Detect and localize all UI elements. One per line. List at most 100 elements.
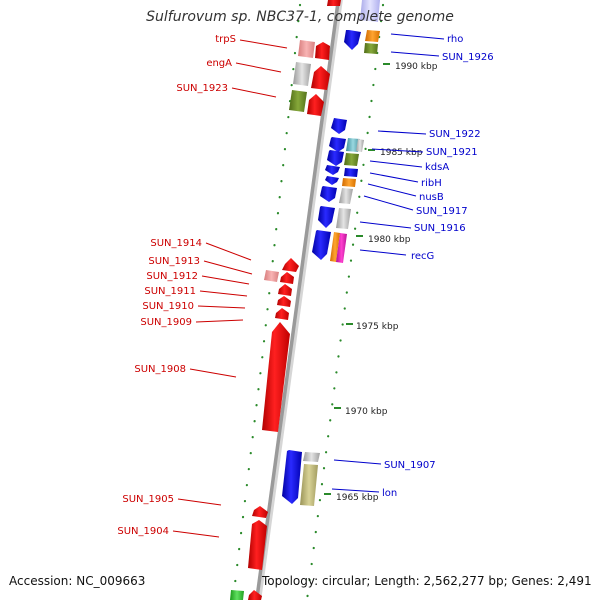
label-nusB[interactable]: nusB <box>419 192 444 203</box>
pointer-SUN-1926 <box>390 51 440 57</box>
label-SUN-1913[interactable]: SUN_1913 <box>148 256 200 267</box>
label-SUN-1909[interactable]: SUN_1909 <box>140 317 192 328</box>
gene-top-left-fragment <box>327 0 341 6</box>
label-engA[interactable]: engA <box>206 58 232 69</box>
pointer-SUN-1923 <box>231 87 277 98</box>
tick-label-1985: 1985 kbp <box>380 148 423 158</box>
pointer-SUN-1909 <box>195 319 244 323</box>
tick-label-1975: 1975 kbp <box>356 322 399 332</box>
label-SUN-1911[interactable]: SUN_1911 <box>144 286 196 297</box>
pointer-kdsA <box>369 160 423 168</box>
tick-label-1970: 1970 kbp <box>345 407 388 417</box>
gene-recG-orange <box>330 232 340 262</box>
label-SUN-1908[interactable]: SUN_1908 <box>134 364 186 375</box>
pointer-SUN-1910 <box>197 305 246 309</box>
label-SUN-1916[interactable]: SUN_1916 <box>414 223 466 234</box>
gene-rho-orange <box>365 30 380 42</box>
gene-kdsA <box>327 150 344 166</box>
gene-SUN-1909 <box>275 308 289 320</box>
gene-nusB <box>325 176 339 185</box>
label-lon[interactable]: lon <box>382 488 397 499</box>
pointer-SUN-1907 <box>333 459 382 465</box>
tick-label-1990: 1990 kbp <box>395 62 438 72</box>
label-kdsA[interactable]: kdsA <box>425 162 449 173</box>
gene-SUN-1926 <box>364 43 378 54</box>
label-SUN-1921[interactable]: SUN_1921 <box>426 147 478 158</box>
gene-SUN-1916-gray <box>336 208 351 229</box>
gene-SUN-1917 <box>320 186 337 202</box>
gene-SUN-1923 <box>289 90 307 112</box>
label-ribH[interactable]: ribH <box>421 178 442 189</box>
kbp-ticks: 1990 kbp 1985 kbp 1980 kbp 1975 kbp 1970… <box>324 62 438 503</box>
dotted-guide-curves <box>231 3 385 600</box>
gene-engA-arrow <box>311 66 330 90</box>
gene-SUN-1907-gray <box>303 452 320 462</box>
forward-strand-genes <box>230 0 341 600</box>
gene-SUN-1905 <box>252 506 268 518</box>
gene-kdsA-olive <box>344 153 359 166</box>
right-gene-labels: rho SUN_1926 SUN_1922 SUN_1921 kdsA ribH… <box>331 33 494 499</box>
pointer-SUN-1912 <box>201 275 250 285</box>
gene-SUN-1922 <box>331 118 347 134</box>
pointer-SUN-1916 <box>359 221 412 229</box>
accession-text: Accession: NC_009663 <box>9 574 146 588</box>
label-SUN-1926[interactable]: SUN_1926 <box>442 52 494 63</box>
pointer-SUN-1908 <box>189 368 237 378</box>
map-title: Sulfurovum sp. NBC37-1, complete genome <box>146 9 454 25</box>
genome-backbone <box>254 0 341 600</box>
label-rho[interactable]: rho <box>447 34 463 45</box>
reverse-strand-genes <box>282 0 380 506</box>
pointer-SUN-1911 <box>199 290 248 297</box>
gene-recG-magenta <box>336 233 347 263</box>
outer-dotted-guide <box>231 3 302 600</box>
gene-SUN-1921 <box>329 137 346 152</box>
pointer-SUN-1921 <box>371 148 424 153</box>
gene-SUN-1912 <box>280 272 294 284</box>
tick-label-1965: 1965 kbp <box>336 493 379 503</box>
gene-SUN-1910 <box>277 296 291 307</box>
label-SUN-1905[interactable]: SUN_1905 <box>122 494 174 505</box>
gene-trpS <box>298 40 315 58</box>
label-SUN-1917[interactable]: SUN_1917 <box>416 206 468 217</box>
pointer-ribH <box>369 172 419 183</box>
pointer-recG <box>359 249 407 256</box>
label-SUN-1914[interactable]: SUN_1914 <box>150 238 202 249</box>
label-SUN-1912[interactable]: SUN_1912 <box>146 271 198 282</box>
gene-ribH <box>325 165 340 175</box>
gene-ribH-blue <box>344 168 358 177</box>
gene-bottom-fragment-green <box>230 590 244 600</box>
label-trpS[interactable]: trpS <box>215 34 236 45</box>
label-recG[interactable]: recG <box>411 251 434 262</box>
gene-SUN-1904 <box>248 520 267 570</box>
genome-backbone-shadow <box>256 0 343 600</box>
gene-trpS-arrow <box>315 42 330 60</box>
label-SUN-1922[interactable]: SUN_1922 <box>429 129 481 140</box>
gene-SUN-1911 <box>278 284 292 296</box>
topology-text: Topology: circular; Length: 2,562,277 bp… <box>262 574 592 588</box>
gene-nusB-orange <box>342 178 356 187</box>
label-SUN-1907[interactable]: SUN_1907 <box>384 460 436 471</box>
gene-SUN-1914 <box>282 258 299 272</box>
label-SUN-1923[interactable]: SUN_1923 <box>176 83 228 94</box>
gene-SUN-1921-gray <box>356 139 364 152</box>
pointer-SUN-1913 <box>203 260 253 275</box>
pointer-engA <box>235 62 282 73</box>
gene-SUN-1908 <box>262 322 290 432</box>
gene-recG <box>312 230 331 260</box>
gene-SUN-1907 <box>282 450 302 504</box>
gene-lon <box>300 464 318 506</box>
pointer-SUN-1922 <box>377 130 427 135</box>
pointer-nusB <box>367 183 417 197</box>
pointer-rho <box>390 33 445 40</box>
gene-rho <box>344 30 361 50</box>
gene-SUN-1917-gray <box>339 188 353 204</box>
pointer-SUN-1914 <box>205 242 252 261</box>
gene-top-lavender <box>360 0 380 22</box>
label-SUN-1904[interactable]: SUN_1904 <box>117 526 169 537</box>
pointer-SUN-1904 <box>172 530 220 538</box>
pointer-SUN-1905 <box>177 498 222 506</box>
gene-SUN-1913 <box>264 270 279 282</box>
label-SUN-1910[interactable]: SUN_1910 <box>142 301 194 312</box>
